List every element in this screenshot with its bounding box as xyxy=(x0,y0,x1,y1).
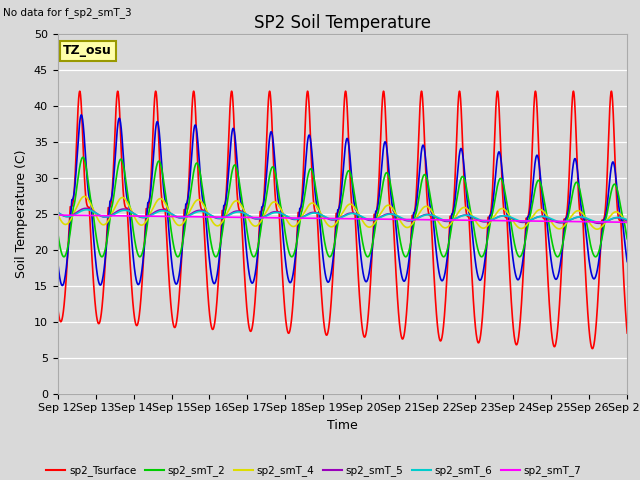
Text: TZ_osu: TZ_osu xyxy=(63,44,112,58)
X-axis label: Time: Time xyxy=(327,419,358,432)
Legend: sp2_Tsurface, sp2_smT_1, sp2_smT_2, sp2_smT_4, sp2_smT_5, sp2_smT_6, sp2_smT_7: sp2_Tsurface, sp2_smT_1, sp2_smT_2, sp2_… xyxy=(42,461,586,480)
Title: SP2 Soil Temperature: SP2 Soil Temperature xyxy=(254,14,431,32)
Text: No data for f_sp2_smT_3: No data for f_sp2_smT_3 xyxy=(3,7,132,18)
Y-axis label: Soil Temperature (C): Soil Temperature (C) xyxy=(15,149,28,278)
